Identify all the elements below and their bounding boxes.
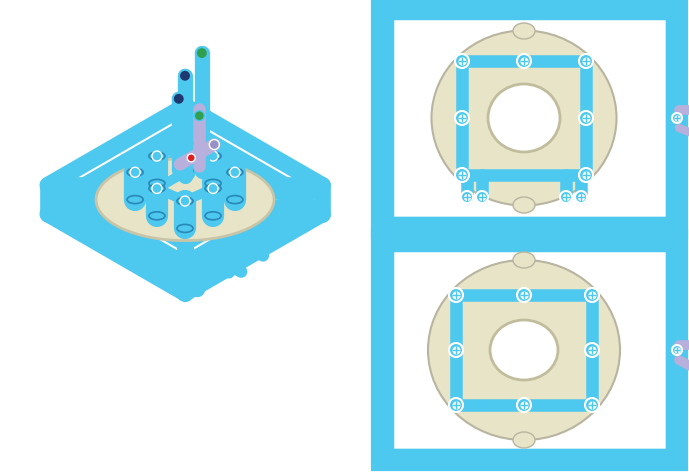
Circle shape <box>579 54 593 68</box>
Ellipse shape <box>513 252 535 268</box>
Ellipse shape <box>428 260 620 440</box>
Circle shape <box>187 154 195 162</box>
Circle shape <box>585 288 599 302</box>
Circle shape <box>196 47 208 59</box>
Ellipse shape <box>205 179 221 187</box>
Ellipse shape <box>488 84 560 152</box>
Ellipse shape <box>149 185 165 193</box>
Circle shape <box>208 184 218 194</box>
Circle shape <box>476 191 488 203</box>
Circle shape <box>455 111 469 125</box>
Circle shape <box>461 191 473 203</box>
Ellipse shape <box>149 152 165 160</box>
Circle shape <box>152 184 162 194</box>
Circle shape <box>585 398 599 412</box>
Ellipse shape <box>227 168 243 176</box>
Circle shape <box>579 111 593 125</box>
Circle shape <box>585 343 599 357</box>
Circle shape <box>449 343 463 357</box>
Circle shape <box>180 138 190 148</box>
Circle shape <box>575 191 587 203</box>
Ellipse shape <box>127 195 143 203</box>
Circle shape <box>672 113 682 123</box>
Circle shape <box>672 345 682 355</box>
Ellipse shape <box>177 224 193 232</box>
Ellipse shape <box>205 185 221 193</box>
Ellipse shape <box>513 197 535 213</box>
Circle shape <box>173 93 185 105</box>
Ellipse shape <box>177 197 193 205</box>
Circle shape <box>152 151 162 161</box>
Bar <box>382 240 677 460</box>
Circle shape <box>130 167 140 177</box>
Circle shape <box>230 167 240 177</box>
Circle shape <box>455 54 469 68</box>
Ellipse shape <box>205 152 221 160</box>
Ellipse shape <box>177 167 193 175</box>
Ellipse shape <box>149 212 165 220</box>
Circle shape <box>194 111 205 121</box>
Circle shape <box>455 168 469 182</box>
Circle shape <box>560 191 572 203</box>
Bar <box>382 8 677 228</box>
Bar <box>392 18 667 218</box>
Circle shape <box>517 398 531 412</box>
Circle shape <box>209 140 219 150</box>
Ellipse shape <box>513 23 535 39</box>
Bar <box>382 8 677 228</box>
Ellipse shape <box>205 212 221 220</box>
Ellipse shape <box>96 159 274 241</box>
Ellipse shape <box>149 179 165 187</box>
Ellipse shape <box>127 168 143 176</box>
Circle shape <box>208 151 218 161</box>
Circle shape <box>517 54 531 68</box>
Ellipse shape <box>513 432 535 448</box>
Bar <box>392 250 667 450</box>
Circle shape <box>180 196 190 206</box>
Circle shape <box>449 288 463 302</box>
Ellipse shape <box>177 139 193 147</box>
Circle shape <box>449 398 463 412</box>
Circle shape <box>517 288 531 302</box>
Ellipse shape <box>431 31 617 205</box>
Circle shape <box>179 70 191 82</box>
Ellipse shape <box>227 195 243 203</box>
Circle shape <box>579 168 593 182</box>
Ellipse shape <box>490 320 558 380</box>
Bar <box>382 240 677 460</box>
